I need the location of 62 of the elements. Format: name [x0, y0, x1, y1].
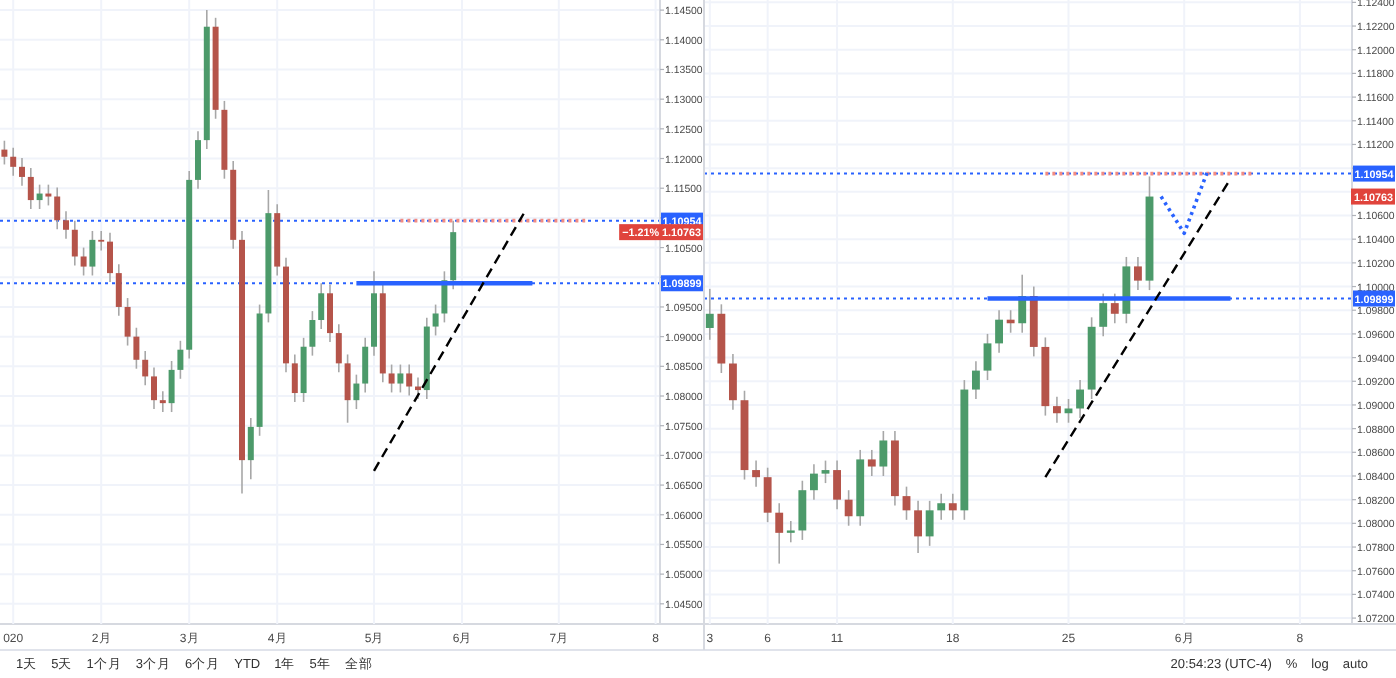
candlestick: [728, 353, 737, 411]
candlestick: [914, 500, 923, 554]
candlestick: [177, 340, 184, 380]
candlestick: [1122, 256, 1131, 325]
candlestick: [763, 466, 772, 523]
candlestick: [1099, 292, 1108, 338]
candlestick: [107, 231, 113, 283]
candlestick: [388, 363, 395, 394]
candlestick: [309, 310, 316, 357]
candlestick: [344, 353, 351, 424]
candlestick: [159, 390, 166, 413]
candlestick: [168, 360, 175, 413]
candlestick: [335, 323, 342, 374]
candlestick: [327, 283, 333, 343]
candlestick: [867, 449, 876, 477]
candlestick: [1133, 256, 1142, 291]
candlestick: [353, 373, 360, 410]
candlestick: [1, 139, 8, 166]
candlestick: [948, 492, 957, 521]
candlestick: [80, 246, 87, 277]
candlestick: [397, 363, 404, 394]
candlestick: [36, 183, 43, 210]
candlestick: [19, 157, 25, 187]
candlestick: [45, 183, 52, 207]
candlestick: [318, 282, 325, 330]
candlestick: [10, 147, 17, 177]
candlestick: [775, 502, 784, 565]
candlestick: [71, 220, 78, 267]
candlestick: [937, 492, 946, 521]
candlestick: [844, 489, 853, 527]
candlestick: [1052, 395, 1061, 424]
candlestick: [151, 366, 157, 410]
candlestick: [124, 297, 131, 347]
candlestick: [142, 350, 149, 387]
candlestick: [752, 459, 761, 488]
candlestick: [362, 337, 369, 394]
candlestick: [821, 459, 830, 484]
candlestick: [406, 363, 413, 397]
candlestick: [115, 263, 122, 317]
candlestick: [1110, 292, 1119, 325]
candlestick: [133, 326, 140, 370]
candlestick: [798, 479, 807, 541]
candlestick: [833, 459, 842, 510]
candlestick: [63, 210, 69, 240]
candlestick: [195, 130, 201, 190]
candlestick: [809, 463, 818, 501]
candlestick: [247, 417, 254, 480]
candlestick: [89, 230, 96, 277]
candlestick: [879, 430, 888, 477]
candlestick: [98, 230, 105, 252]
candlestick: [995, 309, 1004, 354]
candlestick: [1076, 379, 1085, 419]
candlestick: [300, 337, 307, 403]
candlestick: [925, 500, 934, 547]
candlestick: [971, 360, 980, 400]
candlestick: [27, 167, 34, 210]
candlestick: [705, 288, 714, 341]
candlestick: [54, 186, 61, 230]
candlestick: [983, 333, 992, 381]
candlestick: [291, 353, 298, 403]
candlestick: [786, 520, 795, 544]
candlestick: [432, 303, 439, 337]
